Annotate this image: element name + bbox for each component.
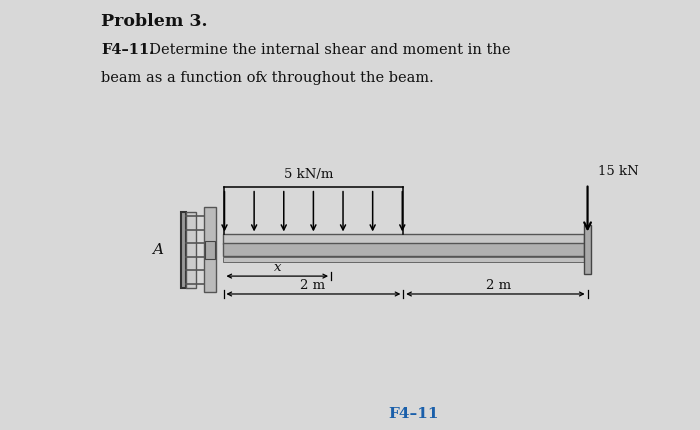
Text: Determine the internal shear and moment in the: Determine the internal shear and moment … bbox=[140, 43, 510, 57]
Text: x: x bbox=[274, 261, 281, 273]
Bar bbox=[223, 243, 584, 256]
Text: throughout the beam.: throughout the beam. bbox=[267, 71, 434, 85]
Bar bbox=[584, 225, 591, 274]
Bar bbox=[223, 234, 584, 244]
Text: F4–11: F4–11 bbox=[388, 407, 438, 421]
Text: 2 m: 2 m bbox=[300, 279, 326, 292]
Text: beam as a function of: beam as a function of bbox=[101, 71, 265, 85]
Text: 2 m: 2 m bbox=[486, 279, 511, 292]
Text: F4–11.: F4–11. bbox=[101, 43, 154, 57]
Text: 5 kN/m: 5 kN/m bbox=[284, 168, 333, 181]
Text: A: A bbox=[153, 243, 163, 257]
Bar bbox=[223, 257, 584, 262]
Bar bbox=[186, 212, 195, 288]
Bar bbox=[204, 207, 216, 292]
Text: Problem 3.: Problem 3. bbox=[101, 13, 207, 30]
Text: x: x bbox=[259, 71, 267, 85]
Bar bbox=[204, 241, 214, 259]
Bar bbox=[181, 212, 186, 288]
Text: 15 kN: 15 kN bbox=[598, 165, 638, 178]
